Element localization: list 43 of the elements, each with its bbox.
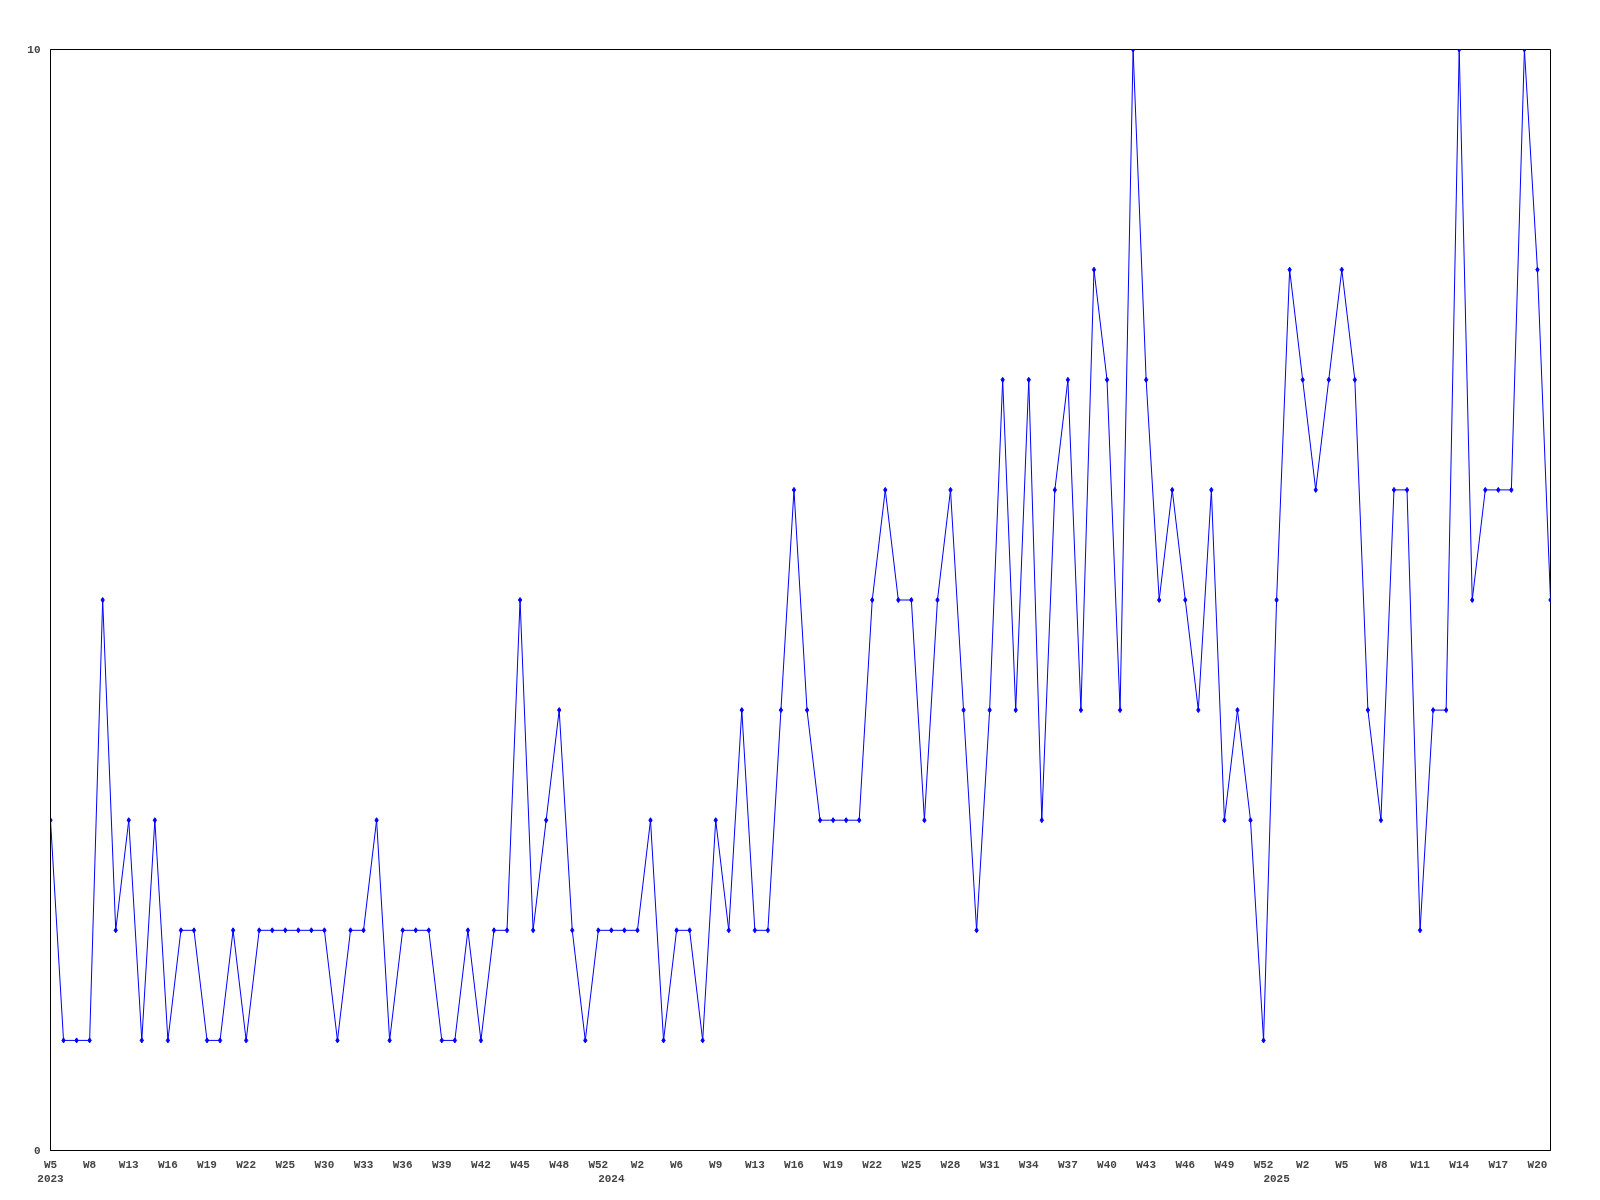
- x-tick-label: W30: [314, 1158, 335, 1171]
- x-tick-label: W22: [236, 1158, 257, 1171]
- x-tick-label: 2024: [598, 1172, 625, 1185]
- x-tick-label: W2: [1296, 1158, 1310, 1171]
- x-tick-label: W52: [588, 1158, 609, 1171]
- x-tick-label: W5 2023: [37, 1158, 65, 1185]
- x-tick-label: W34: [1018, 1158, 1040, 1171]
- x-tick-label: W14: [1449, 1158, 1470, 1171]
- x-tick-label: W46: [1175, 1158, 1196, 1171]
- x-tick-label: W39: [431, 1158, 452, 1171]
- x-tick-label: W43: [1136, 1158, 1157, 1171]
- x-tick-label: W33: [353, 1158, 374, 1171]
- x-tick-label: W49: [1214, 1158, 1235, 1171]
- x-tick-label: W36: [392, 1158, 413, 1171]
- x-tick-label: W9: [709, 1158, 723, 1171]
- x-tick-label: 2025: [1263, 1172, 1291, 1185]
- x-tick-label: W13: [118, 1158, 140, 1171]
- x-tick-label: W6: [669, 1158, 684, 1171]
- x-tick-label: W25: [901, 1158, 922, 1171]
- x-tick-label: W28: [940, 1158, 961, 1171]
- x-tick-label: W52: [1253, 1158, 1274, 1171]
- y-tick-label: 10: [27, 44, 41, 56]
- x-tick-label: W19: [823, 1158, 844, 1171]
- x-tick-label: W16: [784, 1158, 804, 1171]
- x-tick-label: W40: [1097, 1158, 1117, 1171]
- x-tick-label: W16: [157, 1158, 178, 1171]
- x-tick-label: W5: [1335, 1158, 1349, 1171]
- x-tick-label: W8: [83, 1158, 97, 1171]
- x-tick-label: W19: [197, 1158, 217, 1171]
- y-tick-label: 0: [33, 1145, 41, 1157]
- x-tick-label: W22: [862, 1158, 883, 1171]
- x-tick-label: W37: [1057, 1158, 1078, 1171]
- x-tick-label: W31: [979, 1158, 1000, 1171]
- x-tick-label: W45: [510, 1158, 531, 1171]
- x-tick-label: W20: [1527, 1158, 1548, 1171]
- x-tick-label: W8: [1374, 1158, 1388, 1171]
- x-tick-label: W25: [275, 1158, 296, 1171]
- x-tick-label: W11: [1410, 1158, 1431, 1171]
- x-tick-label: W13: [744, 1158, 766, 1171]
- x-tick-label: W48: [549, 1158, 570, 1171]
- x-tick-label: W42: [471, 1158, 491, 1171]
- x-tick-label: W17: [1488, 1158, 1509, 1171]
- x-tick-label: W2: [630, 1158, 645, 1171]
